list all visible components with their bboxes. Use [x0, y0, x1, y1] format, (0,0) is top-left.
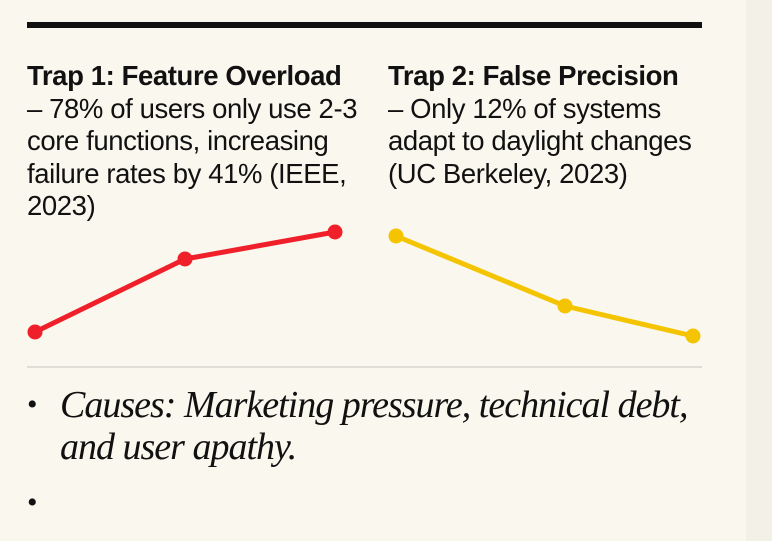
- trap-2-block: Trap 2: False Precision – Only 12% of sy…: [388, 60, 728, 190]
- trap-2-trend-point: [388, 228, 404, 244]
- background-edge: [746, 0, 772, 541]
- bullet-item: •: [27, 482, 727, 524]
- trap-2-trend-point: [557, 298, 573, 314]
- trap-1-body: – 78% of users only use 2-3 core functio…: [27, 92, 358, 222]
- trap-1-trend-line: [33, 229, 336, 335]
- middle-divider: [27, 366, 702, 368]
- trap-2-title: Trap 2: False Precision: [388, 60, 679, 91]
- trap-1-trend-point: [177, 251, 193, 267]
- trap-1-block: Trap 1: Feature Overload – 78% of users …: [27, 60, 367, 223]
- trap-2-body: – Only 12% of systems adapt to daylight …: [388, 92, 692, 189]
- trap-1-trend-point: [27, 324, 43, 340]
- bullet-text: Causes: Marketing pressure, technical de…: [60, 384, 689, 468]
- trap-2-trend-point: [685, 328, 701, 344]
- top-divider: [27, 22, 702, 28]
- bullet-dot-icon: •: [27, 486, 38, 519]
- trap-1-title: Trap 1: Feature Overload: [27, 60, 342, 91]
- trap-1-trend-point: [327, 224, 343, 240]
- bullet-list: • Causes: Marketing pressure, technical …: [27, 384, 727, 524]
- trap-2-trend-line: [395, 233, 694, 339]
- bullet-item: • Causes: Marketing pressure, technical …: [27, 384, 727, 468]
- bullet-dot-icon: •: [27, 388, 38, 421]
